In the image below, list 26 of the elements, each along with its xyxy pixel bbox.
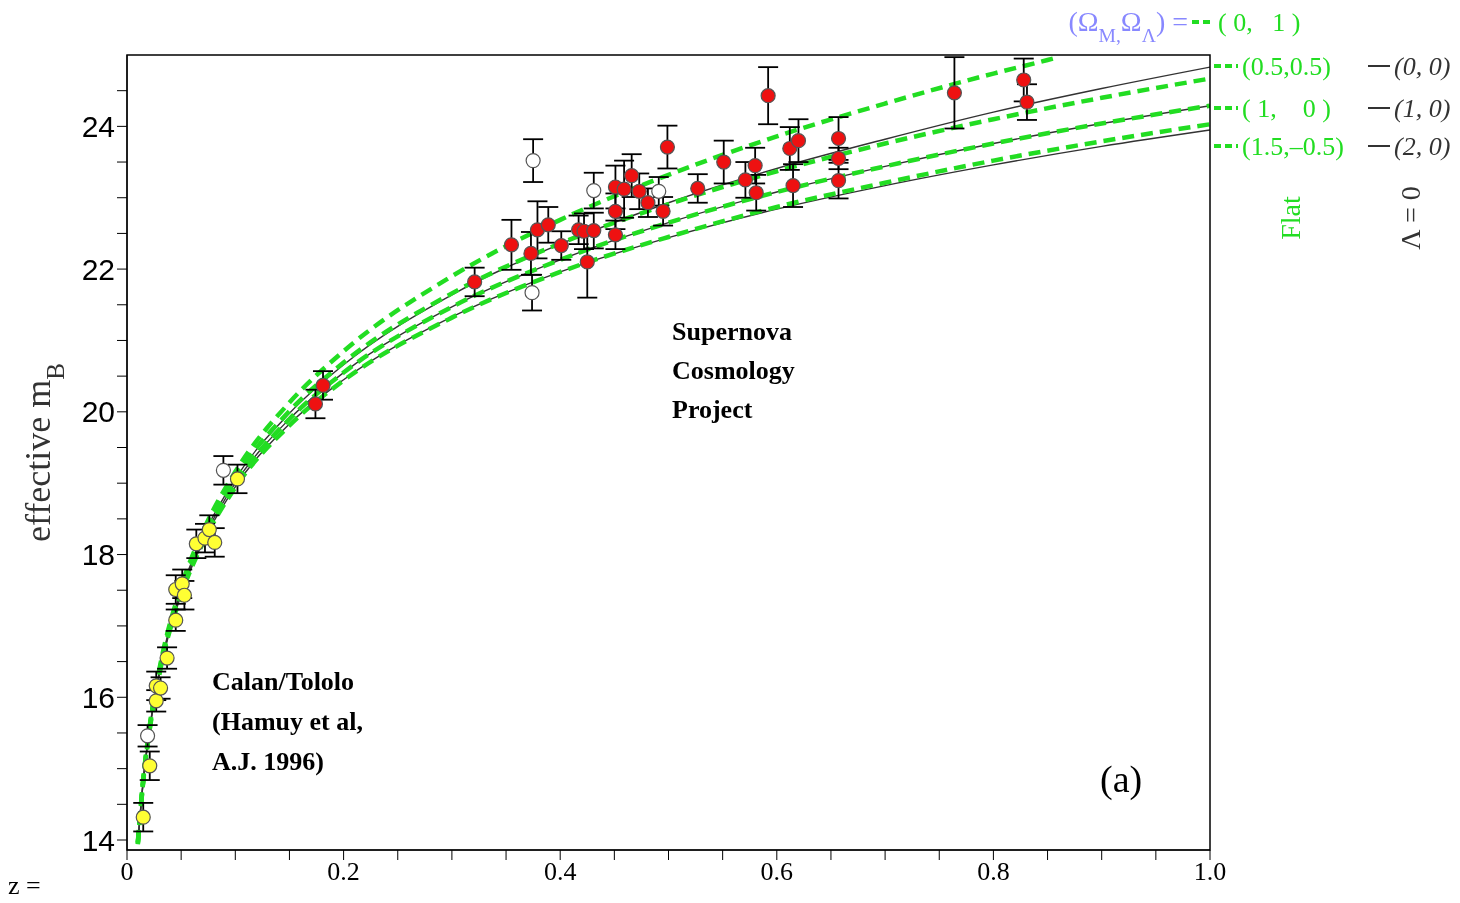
annotation: (a): [1100, 758, 1143, 801]
legend-label: ( 0, 1 ): [1218, 8, 1301, 37]
x-tick-label: 0.8: [977, 857, 1010, 887]
y-tick-label: 20: [81, 395, 115, 429]
x-tick-label: 0.4: [543, 857, 577, 887]
legend-label: (2, 0): [1394, 132, 1451, 161]
text: Λ = 0: [1395, 186, 1426, 250]
y-tick-label: 16: [81, 680, 115, 714]
x-tick-label: 0.6: [760, 857, 794, 887]
x-tick-label: 1.0: [1193, 857, 1227, 887]
legend-label: (1.5,–0.5): [1242, 132, 1344, 161]
y-tick-label: 22: [81, 252, 115, 286]
legend-title: (Ω$_{M,}$Ω$_{Λ}$) =: [1068, 6, 1188, 46]
text: z =: [8, 871, 41, 900]
text: Flat: [1275, 196, 1306, 240]
x-tick-label: 0.2: [327, 857, 360, 887]
legend-label: (0.5,0.5): [1242, 52, 1331, 81]
y-tick-label: 24: [81, 110, 115, 144]
y-tick-label: 18: [81, 538, 115, 572]
annotation: Supernova Cosmology Project: [672, 317, 795, 424]
legend-label: ( 1, 0 ): [1242, 94, 1331, 123]
annotation: Calan/Tololo (Hamuy et al, A.J. 1996): [212, 667, 363, 776]
legend-label: (0, 0): [1394, 52, 1451, 81]
y-tick-label: 14: [81, 823, 115, 857]
legend-label: (1, 0): [1394, 94, 1451, 123]
x-tick-label: 0: [120, 857, 134, 887]
